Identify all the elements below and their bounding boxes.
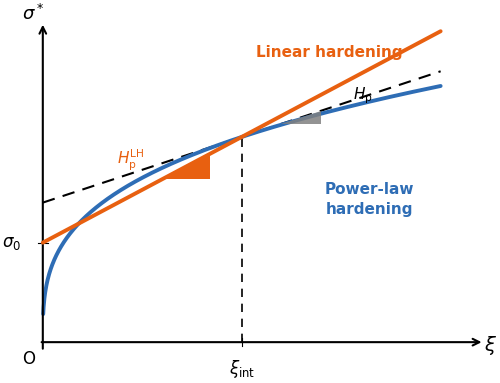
Text: $\xi_{\rm int}$: $\xi_{\rm int}$	[228, 358, 255, 380]
Text: $H_{\rm p}^{\rm LH}$: $H_{\rm p}^{\rm LH}$	[117, 148, 144, 173]
Polygon shape	[162, 154, 210, 179]
Text: Linear hardening: Linear hardening	[256, 46, 402, 61]
Text: $\sigma^*$: $\sigma^*$	[22, 4, 44, 24]
Text: $H_{\rm p}$: $H_{\rm p}$	[353, 85, 373, 106]
Text: $\xi$: $\xi$	[484, 334, 497, 357]
Text: $\sigma_0$: $\sigma_0$	[2, 234, 21, 252]
Text: Power-law
hardening: Power-law hardening	[324, 182, 414, 216]
Text: O: O	[22, 350, 36, 368]
Polygon shape	[282, 111, 322, 124]
